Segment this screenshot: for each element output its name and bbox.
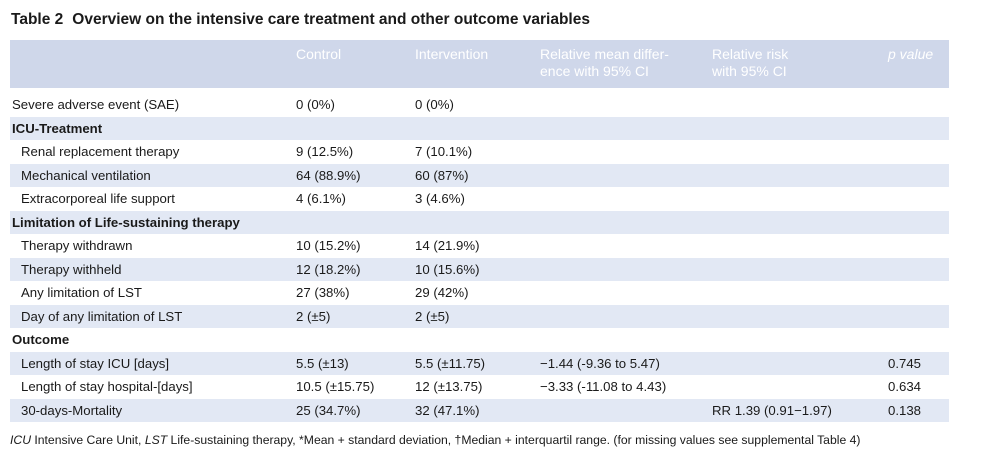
table-row-ecls: Extracorporeal life support 4 (6.1%) 3 (… bbox=[10, 187, 949, 211]
footnote-abbr-lst: LST bbox=[144, 433, 168, 447]
cell-intervention: 7 (10.1%) bbox=[415, 144, 473, 159]
table-row-los-icu: Length of stay ICU [days] 5.5 (±13) 5.5 … bbox=[10, 351, 949, 375]
cell-control: 2 (±5) bbox=[296, 308, 331, 324]
row-label: Extracorporeal life support bbox=[21, 191, 175, 206]
cell-control: 64 (88.9%) bbox=[296, 167, 361, 183]
header-relative-mean-difference: Relative mean differ- ence with 95% CI bbox=[540, 46, 669, 80]
cell-intervention: 29 (42%) bbox=[415, 285, 469, 300]
cell-intervention: 3 (4.6%) bbox=[415, 191, 465, 206]
table-row-mechanical-ventilation: Mechanical ventilation 64 (88.9%) 60 (87… bbox=[10, 163, 949, 187]
cell-control: 0 (0%) bbox=[296, 97, 335, 112]
header-rr-line1: Relative risk bbox=[712, 46, 789, 62]
row-label: 30-days-Mortality bbox=[21, 402, 123, 418]
cell-intervention: 5.5 (±11.75) bbox=[415, 355, 486, 371]
table-row-therapy-withdrawn: Therapy withdrawn 10 (15.2%) 14 (21.9%) bbox=[10, 234, 949, 258]
outcome-table: Control Intervention Relative mean diffe… bbox=[10, 40, 949, 422]
cell-control: 4 (6.1%) bbox=[296, 191, 346, 206]
table-title: Table 2 Overview on the intensive care tr… bbox=[11, 11, 590, 29]
section-label: ICU-Treatment bbox=[12, 120, 103, 136]
section-outcome: Outcome bbox=[10, 328, 949, 352]
header-rmd-line1: Relative mean differ- bbox=[540, 46, 669, 62]
section-label: Outcome bbox=[12, 332, 70, 347]
cell-control: 9 (12.5%) bbox=[296, 144, 354, 159]
row-label: Length of stay ICU [days] bbox=[21, 355, 170, 371]
cell-p-value: 0.745 bbox=[888, 355, 922, 371]
table-footnote: ICU Intensive Care Unit, LST Life-sustai… bbox=[10, 433, 860, 447]
header-rmd-line2: ence with 95% CI bbox=[540, 63, 649, 79]
row-label: Mechanical ventilation bbox=[21, 167, 151, 183]
table-row-therapy-withheld: Therapy withheld 12 (18.2%) 10 (15.6%) bbox=[10, 257, 949, 281]
header-intervention: Intervention bbox=[415, 46, 489, 62]
row-label: Renal replacement therapy bbox=[21, 144, 180, 159]
table-row-sae: Severe adverse event (SAE) 0 (0%) 0 (0%) bbox=[10, 93, 949, 117]
table-row-renal: Renal replacement therapy 9 (12.5%) 7 (1… bbox=[10, 140, 949, 164]
header-rr-line2: with 95% CI bbox=[712, 63, 787, 79]
cell-intervention: 2 (±5) bbox=[415, 308, 450, 324]
cell-control: 10.5 (±15.75) bbox=[296, 379, 375, 394]
row-label: Severe adverse event (SAE) bbox=[12, 97, 180, 112]
cell-control: 12 (18.2%) bbox=[296, 261, 361, 277]
cell-control: 5.5 (±13) bbox=[296, 355, 349, 371]
footnote-def-icu: Intensive Care Unit, bbox=[31, 433, 145, 447]
row-label: Therapy withdrawn bbox=[21, 238, 133, 253]
section-label: Limitation of Life-sustaining therapy bbox=[12, 214, 240, 230]
footnote-def-lst: Life-sustaining therapy, *Mean + standar… bbox=[167, 433, 861, 447]
table-row-los-hospital: Length of stay hospital-[days] 10.5 (±15… bbox=[10, 375, 949, 399]
row-label: Length of stay hospital-[days] bbox=[21, 379, 193, 394]
table-row-mortality: 30-days-Mortality 25 (34.7%) 32 (47.1%) … bbox=[10, 398, 949, 422]
cell-intervention: 60 (87%) bbox=[415, 167, 469, 183]
cell-intervention: 0 (0%) bbox=[415, 97, 454, 112]
row-label: Day of any limitation of LST bbox=[21, 308, 183, 324]
cell-control: 27 (38%) bbox=[296, 285, 350, 300]
header-p-value: p value bbox=[888, 46, 934, 62]
table-number: Table 2 bbox=[11, 11, 64, 28]
header-relative-risk: Relative risk with 95% CI bbox=[712, 46, 788, 80]
table-row-day-of-limitation: Day of any limitation of LST 2 (±5) 2 (±… bbox=[10, 304, 949, 328]
row-label: Any limitation of LST bbox=[21, 285, 142, 300]
section-icu-treatment: ICU-Treatment bbox=[10, 116, 949, 140]
table-header: Control Intervention Relative mean diffe… bbox=[10, 40, 949, 88]
header-control: Control bbox=[296, 46, 342, 62]
cell-p-value: 0.138 bbox=[888, 402, 922, 418]
footnote-abbr-icu: ICU bbox=[10, 433, 31, 447]
cell-intervention: 12 (±13.75) bbox=[415, 379, 483, 394]
cell-p-value: 0.634 bbox=[888, 379, 922, 394]
section-limitation-lst: Limitation of Life-sustaining therapy bbox=[10, 210, 949, 234]
cell-relative-risk: RR 1.39 (0.91−1.97) bbox=[712, 402, 832, 418]
cell-intervention: 10 (15.6%) bbox=[415, 261, 480, 277]
cell-relative-mean-difference: −3.33 (-11.08 to 4.43) bbox=[540, 379, 667, 394]
cell-intervention: 14 (21.9%) bbox=[415, 238, 480, 253]
cell-control: 10 (15.2%) bbox=[296, 238, 361, 253]
cell-intervention: 32 (47.1%) bbox=[415, 402, 480, 418]
table-caption: Overview on the intensive care treatment… bbox=[72, 11, 590, 28]
row-label: Therapy withheld bbox=[21, 261, 122, 277]
cell-relative-mean-difference: −1.44 (-9.36 to 5.47) bbox=[540, 355, 660, 371]
cell-control: 25 (34.7%) bbox=[296, 402, 361, 418]
table-row-any-limitation: Any limitation of LST 27 (38%) 29 (42%) bbox=[10, 281, 949, 305]
